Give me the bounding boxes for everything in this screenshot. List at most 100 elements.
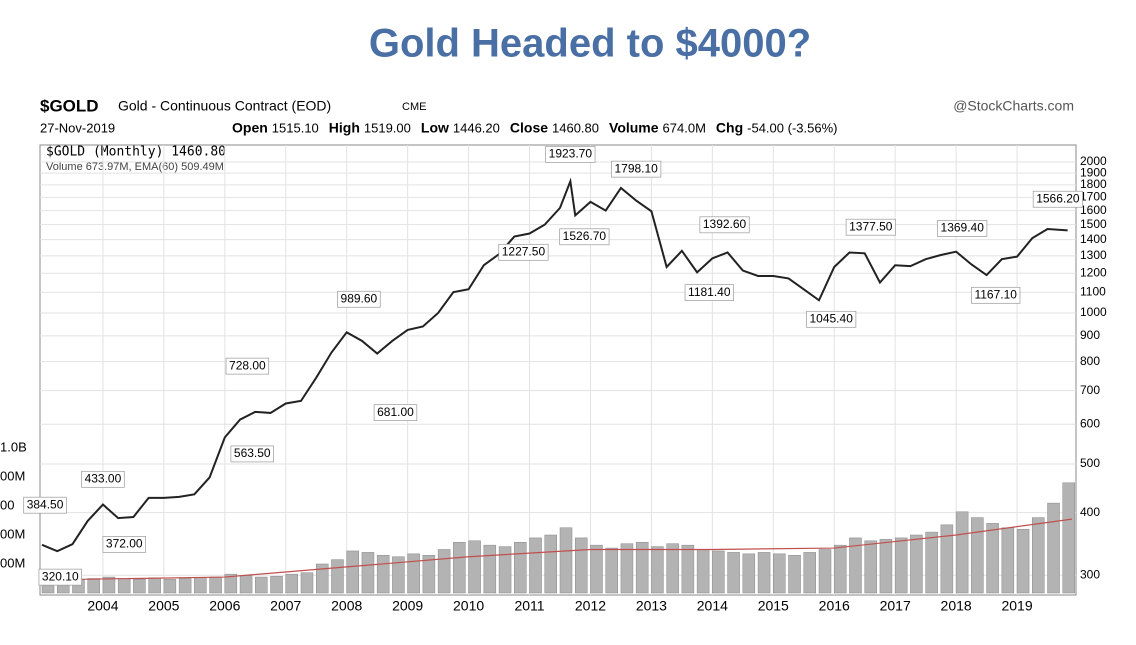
exchange: CME bbox=[402, 101, 426, 113]
annotation-box bbox=[937, 220, 988, 237]
quote-value: 1515.10 bbox=[272, 120, 319, 135]
x-tick-label: 2004 bbox=[87, 598, 118, 614]
plot-frame bbox=[39, 144, 1077, 596]
volume-tick-label: 00 bbox=[0, 497, 14, 512]
y-tick-label: 1600 bbox=[1080, 203, 1107, 217]
annotation: 1181.40 bbox=[688, 285, 731, 299]
volume-bar bbox=[773, 553, 786, 594]
volume-bar bbox=[346, 550, 359, 594]
x-tick-label: 2014 bbox=[697, 598, 728, 614]
volume-bar bbox=[574, 537, 588, 594]
date: 27-Nov-2019 bbox=[40, 120, 115, 135]
volume-bar bbox=[102, 576, 116, 594]
volume-bar bbox=[559, 527, 573, 594]
volume-tick-label: 00M bbox=[0, 468, 25, 483]
volume-bar bbox=[194, 577, 207, 594]
volume-tick-label: 00M bbox=[0, 555, 25, 570]
annotation-box bbox=[559, 228, 610, 246]
volume-bar bbox=[712, 550, 725, 594]
y-tick-label: 1900 bbox=[1080, 165, 1107, 179]
annotation-box bbox=[23, 496, 67, 514]
annotation-box bbox=[38, 568, 82, 586]
volume-bar bbox=[544, 534, 558, 594]
volume-bar bbox=[1001, 527, 1015, 594]
volume-bar bbox=[468, 540, 481, 594]
volume-bar bbox=[605, 547, 618, 594]
volume-bar bbox=[300, 572, 314, 594]
volume-bar bbox=[315, 563, 329, 594]
annotation: 1798.10 bbox=[614, 161, 658, 175]
annotation: 1526.70 bbox=[563, 229, 607, 243]
volume-bar bbox=[590, 544, 603, 594]
quote-label: High bbox=[329, 120, 360, 136]
y-tick-label: 400 bbox=[1080, 505, 1100, 519]
volume-bar bbox=[803, 552, 817, 594]
volume-bar bbox=[498, 546, 512, 594]
quote-label: Chg bbox=[716, 120, 743, 136]
legend-entry: Volume 673.97M, EMA(60) 509.49M bbox=[46, 161, 224, 173]
volume-bar bbox=[376, 555, 390, 594]
y-tick-label: 1000 bbox=[1080, 305, 1107, 319]
quote-value: 1446.20 bbox=[453, 120, 500, 135]
annotation: 384.50 bbox=[27, 497, 64, 511]
y-tick-label: 1100 bbox=[1080, 284, 1106, 298]
annotation: 1227.50 bbox=[502, 244, 546, 258]
x-tick-label: 2008 bbox=[331, 598, 362, 614]
annotation-box bbox=[230, 445, 274, 463]
annotation-box bbox=[971, 286, 1021, 304]
y-tick-label: 1500 bbox=[1080, 217, 1107, 231]
volume-bar bbox=[651, 546, 664, 594]
annotation: 681.00 bbox=[377, 405, 414, 419]
quote-value: 674.0M bbox=[663, 120, 706, 135]
volume-bar bbox=[331, 559, 344, 594]
annotation-box bbox=[225, 357, 270, 375]
volume-bar bbox=[833, 544, 847, 594]
annotation-box bbox=[545, 146, 596, 163]
y-tick-label: 1400 bbox=[1080, 232, 1107, 246]
x-tick-label: 2011 bbox=[514, 598, 544, 614]
x-tick-label: 2019 bbox=[1001, 598, 1032, 614]
volume-bar bbox=[849, 537, 862, 594]
x-tick-label: 2010 bbox=[453, 598, 484, 614]
x-tick-label: 2018 bbox=[941, 598, 972, 614]
quote: Open 1515.10 High 1519.00 Low 1446.20 Close 146… bbox=[232, 120, 837, 136]
annotation: 989.60 bbox=[341, 291, 378, 305]
x-tick-label: 2006 bbox=[209, 598, 240, 614]
volume-bar bbox=[788, 555, 801, 594]
chart-title: Gold Headed to $4000? bbox=[369, 22, 811, 66]
y-tick-label: 300 bbox=[1080, 567, 1100, 581]
volume-bar bbox=[453, 542, 466, 594]
y-tick-label: 700 bbox=[1080, 383, 1100, 397]
annotation-box bbox=[373, 404, 418, 422]
volume-bar bbox=[666, 543, 679, 594]
annotation-box bbox=[611, 160, 662, 178]
annotation: 1167.10 bbox=[974, 287, 1017, 301]
annotation-box bbox=[498, 243, 549, 261]
volume-bar bbox=[483, 544, 497, 594]
volume-bar bbox=[1032, 517, 1045, 594]
volume-bar bbox=[178, 578, 192, 594]
volume-tick-label: 00M bbox=[0, 526, 25, 541]
volume-bar bbox=[757, 552, 771, 594]
volume-bar bbox=[696, 549, 710, 594]
volume-bar bbox=[285, 573, 299, 594]
annotation-box bbox=[337, 290, 381, 308]
volume-bar bbox=[940, 524, 954, 594]
annotation-box bbox=[1032, 190, 1083, 208]
x-tick-label: 2013 bbox=[636, 598, 667, 614]
volume-bar bbox=[133, 578, 146, 594]
y-tick-label: 2000 bbox=[1080, 154, 1107, 168]
y-tick-label: 1300 bbox=[1080, 248, 1107, 262]
quote-value: -54.00 (-3.56%) bbox=[747, 120, 837, 135]
y-tick-label: 1800 bbox=[1080, 177, 1107, 191]
y-tick-label: 900 bbox=[1080, 328, 1100, 342]
volume-bar bbox=[422, 555, 436, 594]
annotation-box bbox=[81, 470, 125, 488]
price-line bbox=[41, 177, 1068, 553]
volume-bar bbox=[742, 553, 756, 594]
annotation-box bbox=[806, 310, 857, 328]
volume-bar bbox=[910, 534, 923, 594]
quote-label: Low bbox=[421, 120, 449, 136]
